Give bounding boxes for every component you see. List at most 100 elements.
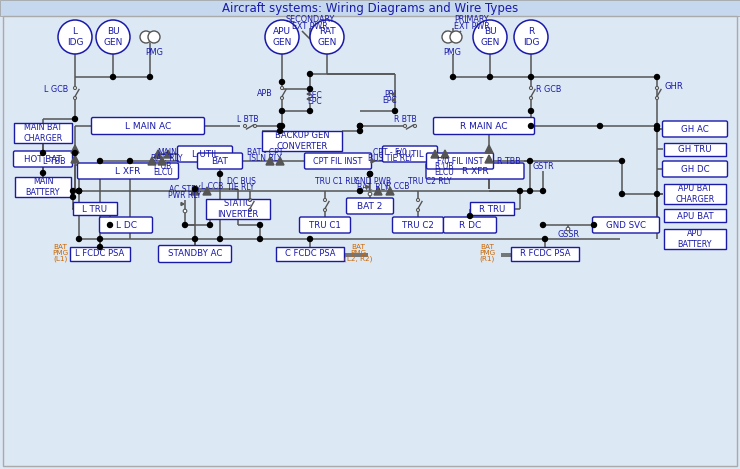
- Text: BAT. RLY: BAT. RLY: [357, 182, 389, 191]
- Polygon shape: [485, 145, 493, 153]
- Circle shape: [308, 236, 312, 242]
- Polygon shape: [203, 187, 211, 195]
- Circle shape: [73, 86, 76, 90]
- Text: BU
GEN: BU GEN: [104, 27, 123, 47]
- Text: CPT - F/0: CPT - F/0: [373, 147, 407, 157]
- Circle shape: [308, 108, 312, 113]
- Text: L
IDG: L IDG: [67, 27, 83, 47]
- Text: BAT: BAT: [212, 157, 229, 166]
- Text: TRU C2 RLY: TRU C2 RLY: [408, 176, 451, 186]
- Text: RAT
GEN: RAT GEN: [317, 27, 337, 47]
- Circle shape: [147, 75, 152, 80]
- Circle shape: [656, 86, 659, 90]
- Circle shape: [619, 159, 625, 164]
- Text: PMG: PMG: [145, 47, 163, 56]
- Circle shape: [357, 123, 363, 129]
- Circle shape: [323, 198, 326, 202]
- Text: PMG: PMG: [350, 250, 366, 256]
- FancyBboxPatch shape: [662, 121, 727, 137]
- Text: GH AC: GH AC: [681, 124, 709, 134]
- Polygon shape: [441, 150, 449, 158]
- Circle shape: [414, 124, 417, 128]
- Text: PRIMARY: PRIMARY: [454, 15, 489, 23]
- FancyBboxPatch shape: [434, 118, 534, 135]
- Bar: [664, 210, 726, 222]
- Circle shape: [73, 97, 76, 99]
- Circle shape: [70, 195, 75, 199]
- Polygon shape: [392, 98, 395, 101]
- Text: MAIN
BATTERY: MAIN BATTERY: [26, 177, 60, 197]
- Circle shape: [192, 236, 198, 242]
- Text: R DC: R DC: [459, 220, 481, 229]
- Text: L DC: L DC: [115, 220, 136, 229]
- Circle shape: [488, 75, 493, 80]
- Text: EXT PWR: EXT PWR: [454, 22, 490, 30]
- Text: APU
BATTERY: APU BATTERY: [678, 229, 712, 249]
- Circle shape: [357, 129, 363, 134]
- Text: GSTR: GSTR: [532, 161, 554, 171]
- Text: L TRU: L TRU: [82, 204, 107, 213]
- Bar: [206, 199, 270, 219]
- Text: GSSR: GSSR: [557, 229, 579, 239]
- Bar: [15, 177, 71, 197]
- Circle shape: [450, 31, 462, 43]
- Circle shape: [654, 123, 659, 129]
- Circle shape: [249, 198, 252, 202]
- Text: PMG: PMG: [52, 250, 68, 256]
- Circle shape: [98, 159, 103, 164]
- Circle shape: [597, 123, 602, 129]
- Circle shape: [184, 209, 186, 213]
- Circle shape: [280, 80, 284, 84]
- Circle shape: [528, 159, 533, 164]
- Text: TRU C1: TRU C1: [309, 220, 341, 229]
- Bar: [664, 143, 726, 156]
- FancyBboxPatch shape: [392, 217, 443, 233]
- Circle shape: [451, 75, 456, 80]
- Text: L UTIL: L UTIL: [192, 150, 218, 159]
- Circle shape: [310, 20, 344, 54]
- Polygon shape: [366, 186, 369, 189]
- Circle shape: [98, 236, 103, 242]
- Text: R FCDC PSA: R FCDC PSA: [519, 250, 571, 258]
- Circle shape: [73, 116, 78, 121]
- Text: STANDBY AC: STANDBY AC: [168, 250, 222, 258]
- Circle shape: [468, 213, 473, 219]
- Circle shape: [542, 236, 548, 242]
- Bar: [0, 0, 740, 16]
- Text: APU
GEN: APU GEN: [272, 27, 292, 47]
- Circle shape: [656, 97, 659, 99]
- Text: TIE RLY: TIE RLY: [227, 182, 255, 191]
- Circle shape: [323, 209, 326, 212]
- Circle shape: [76, 189, 81, 194]
- Bar: [73, 203, 117, 215]
- Circle shape: [417, 209, 420, 212]
- Text: R XFR: R XFR: [462, 166, 488, 175]
- Circle shape: [308, 86, 312, 91]
- Polygon shape: [374, 187, 382, 195]
- Text: GND SVC: GND SVC: [606, 220, 646, 229]
- Polygon shape: [266, 157, 274, 165]
- Circle shape: [528, 108, 534, 113]
- Circle shape: [530, 86, 533, 90]
- Circle shape: [148, 31, 160, 43]
- FancyBboxPatch shape: [158, 245, 232, 263]
- Text: R GCB: R GCB: [536, 84, 562, 93]
- FancyBboxPatch shape: [92, 118, 204, 135]
- FancyBboxPatch shape: [346, 198, 394, 214]
- Text: R MAIN AC: R MAIN AC: [460, 121, 508, 130]
- Text: MAIN BAT
CHARGER: MAIN BAT CHARGER: [24, 123, 63, 143]
- Text: L GCB: L GCB: [44, 84, 68, 93]
- Bar: [70, 247, 130, 261]
- Text: PMG: PMG: [443, 47, 461, 56]
- Polygon shape: [71, 155, 79, 163]
- Text: MAIN: MAIN: [157, 147, 177, 157]
- Text: L TBB: L TBB: [43, 157, 65, 166]
- Text: R
IDG: R IDG: [522, 27, 539, 47]
- Text: APB: APB: [257, 89, 273, 98]
- Text: SECONDARY: SECONDARY: [286, 15, 334, 23]
- Text: R BTB: R BTB: [394, 114, 417, 123]
- Text: APU BAT: APU BAT: [676, 212, 713, 220]
- FancyBboxPatch shape: [662, 161, 727, 177]
- Polygon shape: [191, 187, 199, 195]
- Text: ISLN RLY: ISLN RLY: [249, 153, 281, 162]
